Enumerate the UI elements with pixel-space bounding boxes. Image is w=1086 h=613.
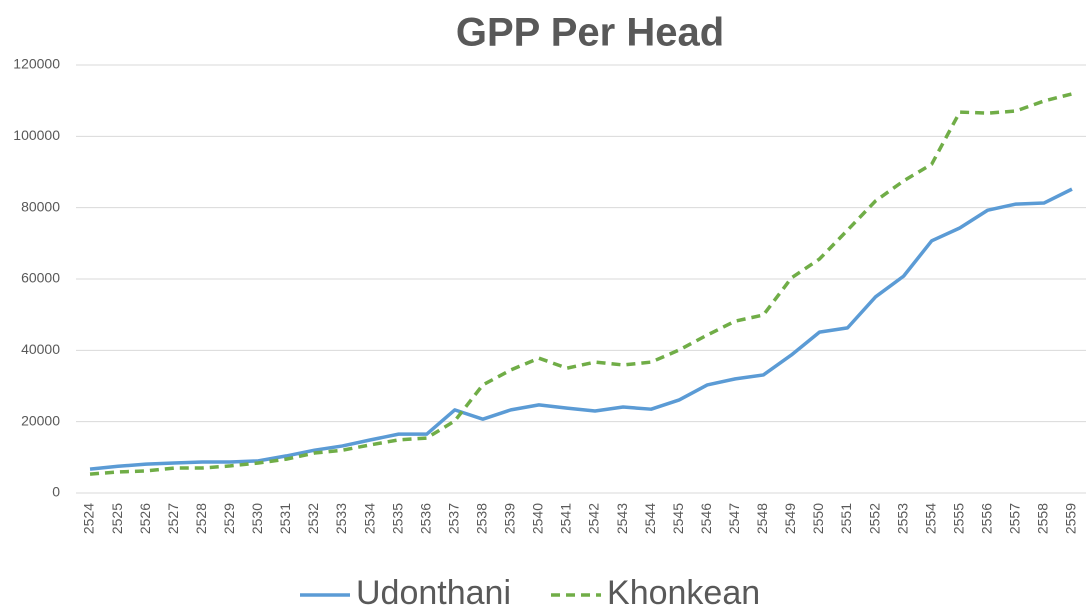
x-tick-label: 2527 bbox=[165, 503, 181, 534]
y-tick-label: 20000 bbox=[21, 412, 60, 428]
chart-title: GPP Per Head bbox=[456, 11, 724, 55]
x-tick-label: 2550 bbox=[810, 503, 826, 534]
x-tick-label: 2541 bbox=[558, 503, 574, 534]
x-tick-label: 2530 bbox=[249, 503, 265, 534]
x-tick-label: 2535 bbox=[389, 503, 405, 534]
x-tick-label: 2545 bbox=[670, 503, 686, 534]
x-tick-label: 2544 bbox=[642, 503, 658, 534]
x-tick-label: 2534 bbox=[361, 503, 377, 534]
x-tick-label: 2528 bbox=[193, 503, 209, 534]
x-tick-label: 2548 bbox=[754, 503, 770, 534]
x-tick-label: 2524 bbox=[81, 503, 97, 534]
y-tick-label: 0 bbox=[52, 484, 60, 500]
y-tick-label: 100000 bbox=[13, 127, 60, 143]
x-tick-label: 2547 bbox=[726, 503, 742, 534]
x-tick-label: 2531 bbox=[277, 503, 293, 534]
x-tick-label: 2556 bbox=[979, 503, 995, 534]
x-tick-label: 2543 bbox=[614, 503, 630, 534]
data-line bbox=[89, 92, 1073, 476]
x-tick-label: 2525 bbox=[109, 503, 125, 534]
x-tick-label: 2533 bbox=[333, 503, 349, 534]
x-tick-label: 2539 bbox=[502, 503, 518, 534]
y-tick-label: 60000 bbox=[21, 270, 60, 286]
legend-label: Udonthani bbox=[356, 574, 511, 612]
x-tick-label: 2551 bbox=[838, 503, 854, 534]
y-tick-label: 40000 bbox=[21, 341, 60, 357]
x-tick-label: 2549 bbox=[782, 503, 798, 534]
y-tick-label: 120000 bbox=[13, 56, 60, 72]
x-tick-label: 2537 bbox=[445, 503, 461, 534]
x-tick-label: 2540 bbox=[530, 503, 546, 534]
x-tick-label: 2559 bbox=[1063, 503, 1079, 534]
x-tick-label: 2529 bbox=[221, 503, 237, 534]
x-tick-label: 2546 bbox=[698, 503, 714, 534]
x-tick-label: 2532 bbox=[305, 503, 321, 534]
x-tick-label: 2557 bbox=[1007, 503, 1023, 534]
x-tick-label: 2554 bbox=[922, 503, 938, 534]
x-tick-label: 2555 bbox=[950, 503, 966, 534]
y-tick-label: 80000 bbox=[21, 198, 60, 214]
data-line bbox=[89, 187, 1073, 471]
x-tick-label: 2553 bbox=[894, 503, 910, 534]
x-tick-label: 2536 bbox=[417, 503, 433, 534]
x-tick-label: 2526 bbox=[137, 503, 153, 534]
x-tick-label: 2552 bbox=[866, 503, 882, 534]
legend-label: Khonkean bbox=[607, 574, 760, 612]
x-tick-label: 2542 bbox=[586, 503, 602, 534]
x-tick-label: 2558 bbox=[1035, 503, 1051, 534]
x-tick-label: 2538 bbox=[474, 503, 490, 534]
